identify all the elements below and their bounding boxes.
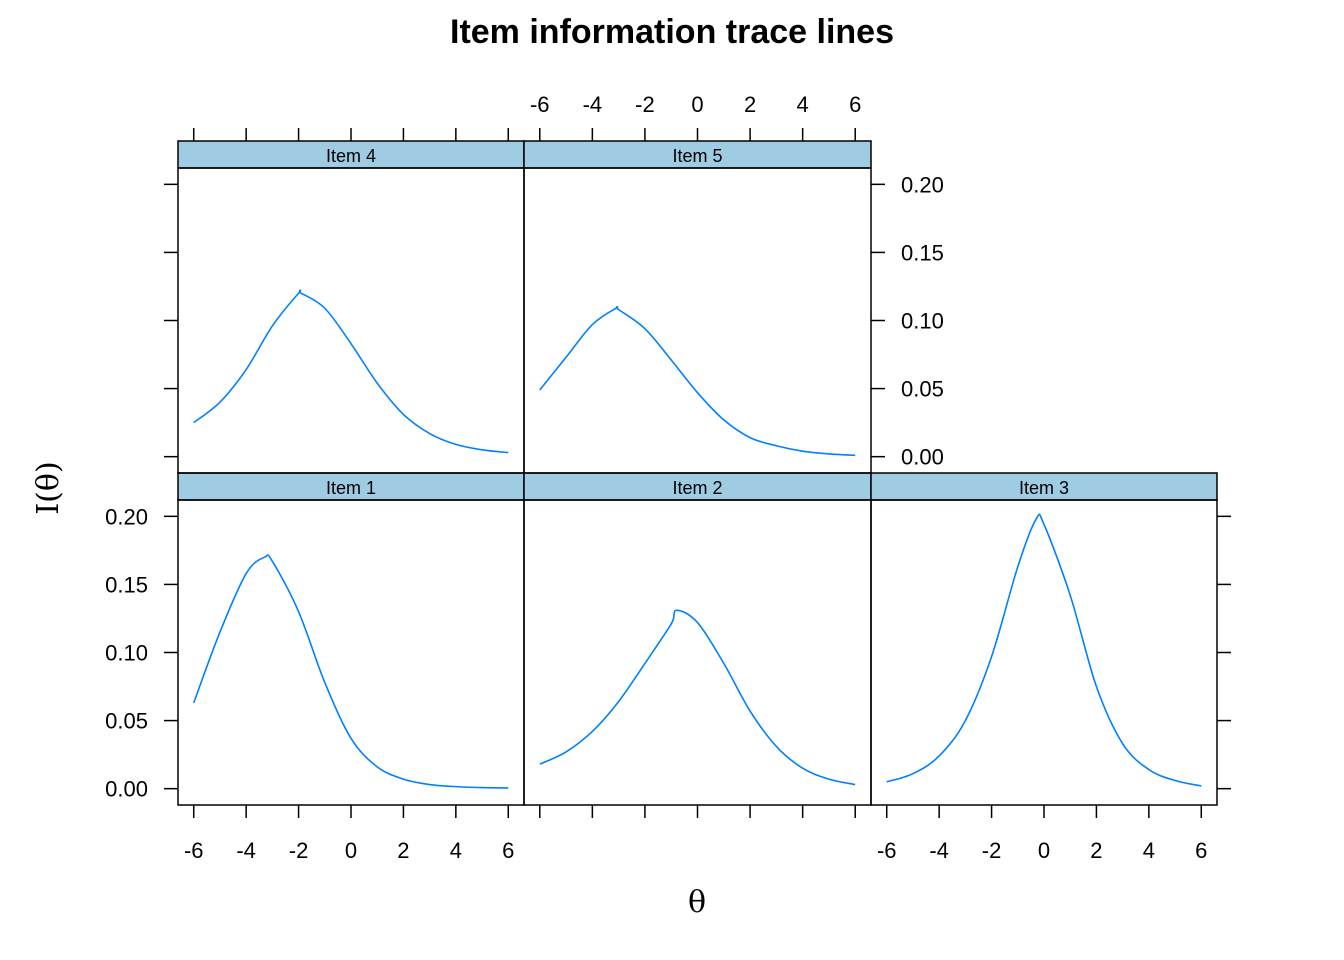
y-tick-label: 0.00: [105, 777, 148, 802]
panel-item-4: Item 4: [177, 140, 525, 474]
y-tick-label: 0.00: [901, 445, 944, 470]
y-tick-label: 0.15: [901, 240, 944, 265]
panel-frame-item-3: [870, 499, 1218, 806]
strip-label-item-3: Item 3: [1019, 478, 1069, 498]
x-axis-bottom-col1: -6 -4 -2 0 2 4 6: [184, 805, 514, 863]
x-tick-label: 0: [345, 838, 357, 863]
x-axis-title: θ: [688, 885, 706, 920]
x-tick-label: -6: [184, 838, 204, 863]
y-tick-label: 0.05: [105, 709, 148, 734]
panel-item-2: Item 2: [523, 472, 872, 806]
y-tick-label: 0.05: [901, 377, 944, 402]
panel-frame-item-2: [523, 499, 872, 806]
x-axis-top-col2: -6 -4 -2 0 2 4 6: [530, 92, 861, 141]
y-axis-left-bottom: 0.00 0.05 0.10 0.15 0.20: [105, 504, 178, 802]
strip-item-1: [177, 472, 525, 501]
y-tick-label: 0.10: [901, 309, 944, 334]
x-tick-label: 4: [450, 838, 462, 863]
x-tick-label: -4: [583, 92, 603, 117]
axes-layer: -6 -4 -2 0 2 4 6 -6 -4 -2 0 2 4 6-6 -4 -2 0 2 4 60.000.050.…: [105, 92, 1231, 863]
panel-item-5: Item 5: [523, 140, 872, 474]
series-line-item-3: [886, 513, 1202, 787]
series-line-item-4: [193, 289, 509, 454]
chart-title: Item information trace lines: [450, 13, 894, 51]
strip-item-2: [523, 472, 872, 501]
y-axis-title: I(θ): [31, 461, 66, 514]
x-tick-label: -2: [289, 838, 309, 863]
panel-item-1: Item 1: [177, 472, 525, 806]
panels-layer: Item 1 Item 2 Item 3 Item 4 Item 5: [177, 140, 1218, 806]
x-tick-label: 6: [1195, 838, 1207, 863]
y-tick-label: 0.10: [105, 641, 148, 666]
strip-label-item-2: Item 2: [672, 478, 722, 498]
x-tick-label: 4: [797, 92, 809, 117]
x-axis-bottom-col3: -6 -4 -2 0 2 4 6: [877, 805, 1207, 863]
y-tick-label: 0.15: [105, 572, 148, 597]
panel-frame-item-5: [523, 167, 872, 474]
panel-frame-item-4: [177, 167, 525, 474]
x-tick-label: 0: [1038, 838, 1050, 863]
x-tick-label: 6: [849, 92, 861, 117]
x-tick-label: 0: [691, 92, 703, 117]
panel-item-3: Item 3: [870, 472, 1218, 806]
x-tick-label: -2: [982, 838, 1002, 863]
strip-label-item-4: Item 4: [326, 146, 376, 166]
x-tick-label: -4: [929, 838, 949, 863]
y-tick-label: 0.20: [105, 504, 148, 529]
x-tick-label: 2: [397, 838, 409, 863]
x-tick-label: 2: [744, 92, 756, 117]
series-line-item-2: [539, 609, 856, 786]
x-axis-bottom-col2: [539, 805, 856, 818]
series-line-item-1: [192, 554, 509, 789]
x-tick-label: -2: [635, 92, 655, 117]
strip-label-item-5: Item 5: [672, 146, 722, 166]
y-axis-right-bottom-bottom: [1217, 515, 1231, 790]
y-axis-left-top: [164, 183, 178, 458]
panel-frame-item-1: [177, 499, 525, 806]
x-tick-label: -4: [236, 838, 256, 863]
x-axis-top-col1: [192, 128, 510, 141]
x-tick-label: 2: [1090, 838, 1102, 863]
y-axis-right-top-top: 0.00 0.05 0.10 0.15 0.20: [871, 172, 944, 470]
y-tick-label: 0.20: [901, 172, 944, 197]
x-tick-label: -6: [877, 838, 897, 863]
x-tick-label: 6: [502, 838, 514, 863]
x-tick-label: 4: [1143, 838, 1155, 863]
strip-label-item-1: Item 1: [326, 478, 376, 498]
series-line-item-5: [539, 305, 856, 457]
x-tick-label: -6: [530, 92, 550, 117]
